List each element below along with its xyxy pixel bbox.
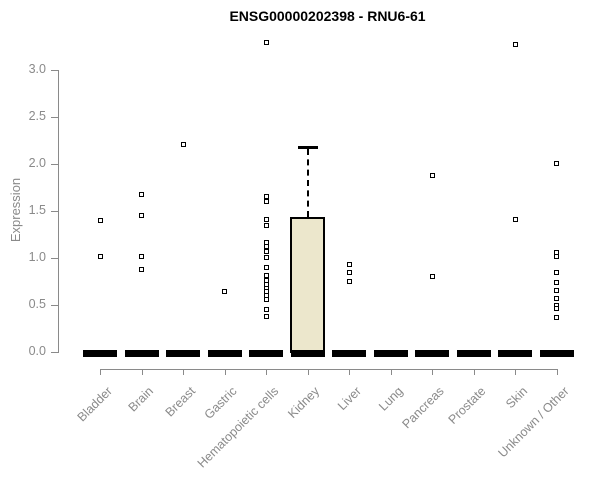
y-tick-label: 3.0	[28, 62, 46, 76]
x-category-label: Kidney	[285, 384, 323, 421]
outlier-point	[554, 269, 559, 275]
outlier-point	[263, 254, 269, 260]
x-tick	[390, 369, 392, 375]
outlier-point	[263, 307, 269, 313]
y-tick	[51, 164, 59, 165]
outlier-point	[263, 216, 269, 222]
outlier-point	[263, 40, 269, 46]
y-tick-label: 1.0	[28, 250, 46, 264]
x-axis-line	[100, 369, 558, 370]
x-tick	[183, 369, 184, 375]
outlier-point	[222, 289, 227, 295]
outlier-point	[139, 213, 144, 219]
y-tick	[51, 305, 59, 306]
x-tick	[515, 369, 516, 375]
outlier-point	[346, 269, 352, 275]
outlier-point	[263, 248, 269, 254]
y-tick	[51, 352, 59, 353]
median-bar	[373, 350, 408, 357]
outlier-point	[263, 222, 269, 228]
x-tick	[266, 369, 267, 375]
outlier-point	[554, 314, 559, 320]
outlier-point	[263, 199, 269, 205]
y-tick	[51, 258, 59, 259]
outlier-point	[554, 295, 559, 301]
outlier-point	[263, 244, 269, 250]
median-bar	[207, 350, 242, 357]
outlier-point	[512, 216, 518, 222]
x-category-label: Hematopoietic cells	[194, 384, 281, 471]
median-bar	[498, 350, 532, 357]
x-category-label: Brain	[125, 384, 157, 415]
x-category-label: Skin	[502, 384, 530, 412]
outlier-point	[429, 274, 435, 280]
x-category-label: Bladder	[74, 384, 115, 425]
outlier-point	[512, 42, 518, 48]
x-category-label: Unknown / Other	[495, 384, 572, 461]
y-tick	[51, 211, 59, 212]
outlier-point	[97, 217, 103, 223]
outlier-point	[263, 296, 269, 302]
x-tick	[141, 369, 143, 375]
outlier-point	[554, 160, 559, 166]
y-tick-label: 1.5	[28, 203, 46, 217]
outlier-point	[554, 306, 559, 312]
outlier-point	[263, 264, 269, 270]
x-tick	[307, 369, 309, 375]
outlier-point	[429, 172, 435, 178]
median-bar	[83, 350, 117, 357]
whisker-cap	[297, 146, 318, 150]
x-category-label: Lung	[375, 384, 406, 414]
outlier-point	[554, 279, 559, 285]
outlier-point	[263, 273, 269, 279]
median-bar	[332, 350, 366, 357]
y-tick-label: 2.0	[28, 156, 46, 170]
median-bar	[290, 350, 325, 357]
x-tick	[473, 369, 475, 375]
x-tick	[432, 369, 433, 375]
y-tick-label: 0.0	[28, 344, 46, 358]
x-tick	[349, 369, 350, 375]
x-category-label: Pancreas	[399, 384, 447, 432]
chart-title: ENSG00000202398 - RNU6-61	[229, 8, 426, 24]
outlier-point	[263, 313, 269, 319]
outlier-point	[139, 266, 144, 272]
x-category-label: Liver	[334, 384, 364, 414]
median-bar	[249, 350, 283, 357]
y-tick	[51, 70, 59, 71]
x-tick	[100, 369, 101, 375]
outlier-point	[554, 253, 559, 259]
x-category-label: Breast	[162, 384, 198, 420]
outlier-point	[97, 253, 103, 259]
median-bar	[415, 350, 449, 357]
median-bar	[166, 350, 200, 357]
y-tick-label: 0.5	[28, 297, 46, 311]
outlier-point	[139, 253, 144, 259]
x-category-label: Gastric	[201, 384, 240, 422]
median-bar	[456, 350, 491, 357]
median-bar	[539, 350, 574, 357]
x-tick	[224, 369, 226, 375]
outlier-point	[346, 279, 352, 284]
outlier-point	[263, 194, 269, 200]
x-tick	[556, 369, 558, 375]
outlier-point	[346, 262, 352, 268]
y-tick	[51, 117, 59, 118]
outlier-point	[139, 191, 144, 197]
whisker-line	[306, 149, 309, 217]
outlier-point	[180, 141, 186, 147]
y-tick-label: 2.5	[28, 109, 46, 123]
outlier-point	[554, 288, 559, 294]
median-bar	[124, 350, 159, 357]
box-plot-box	[290, 216, 325, 353]
x-category-label: Prostate	[445, 384, 489, 427]
